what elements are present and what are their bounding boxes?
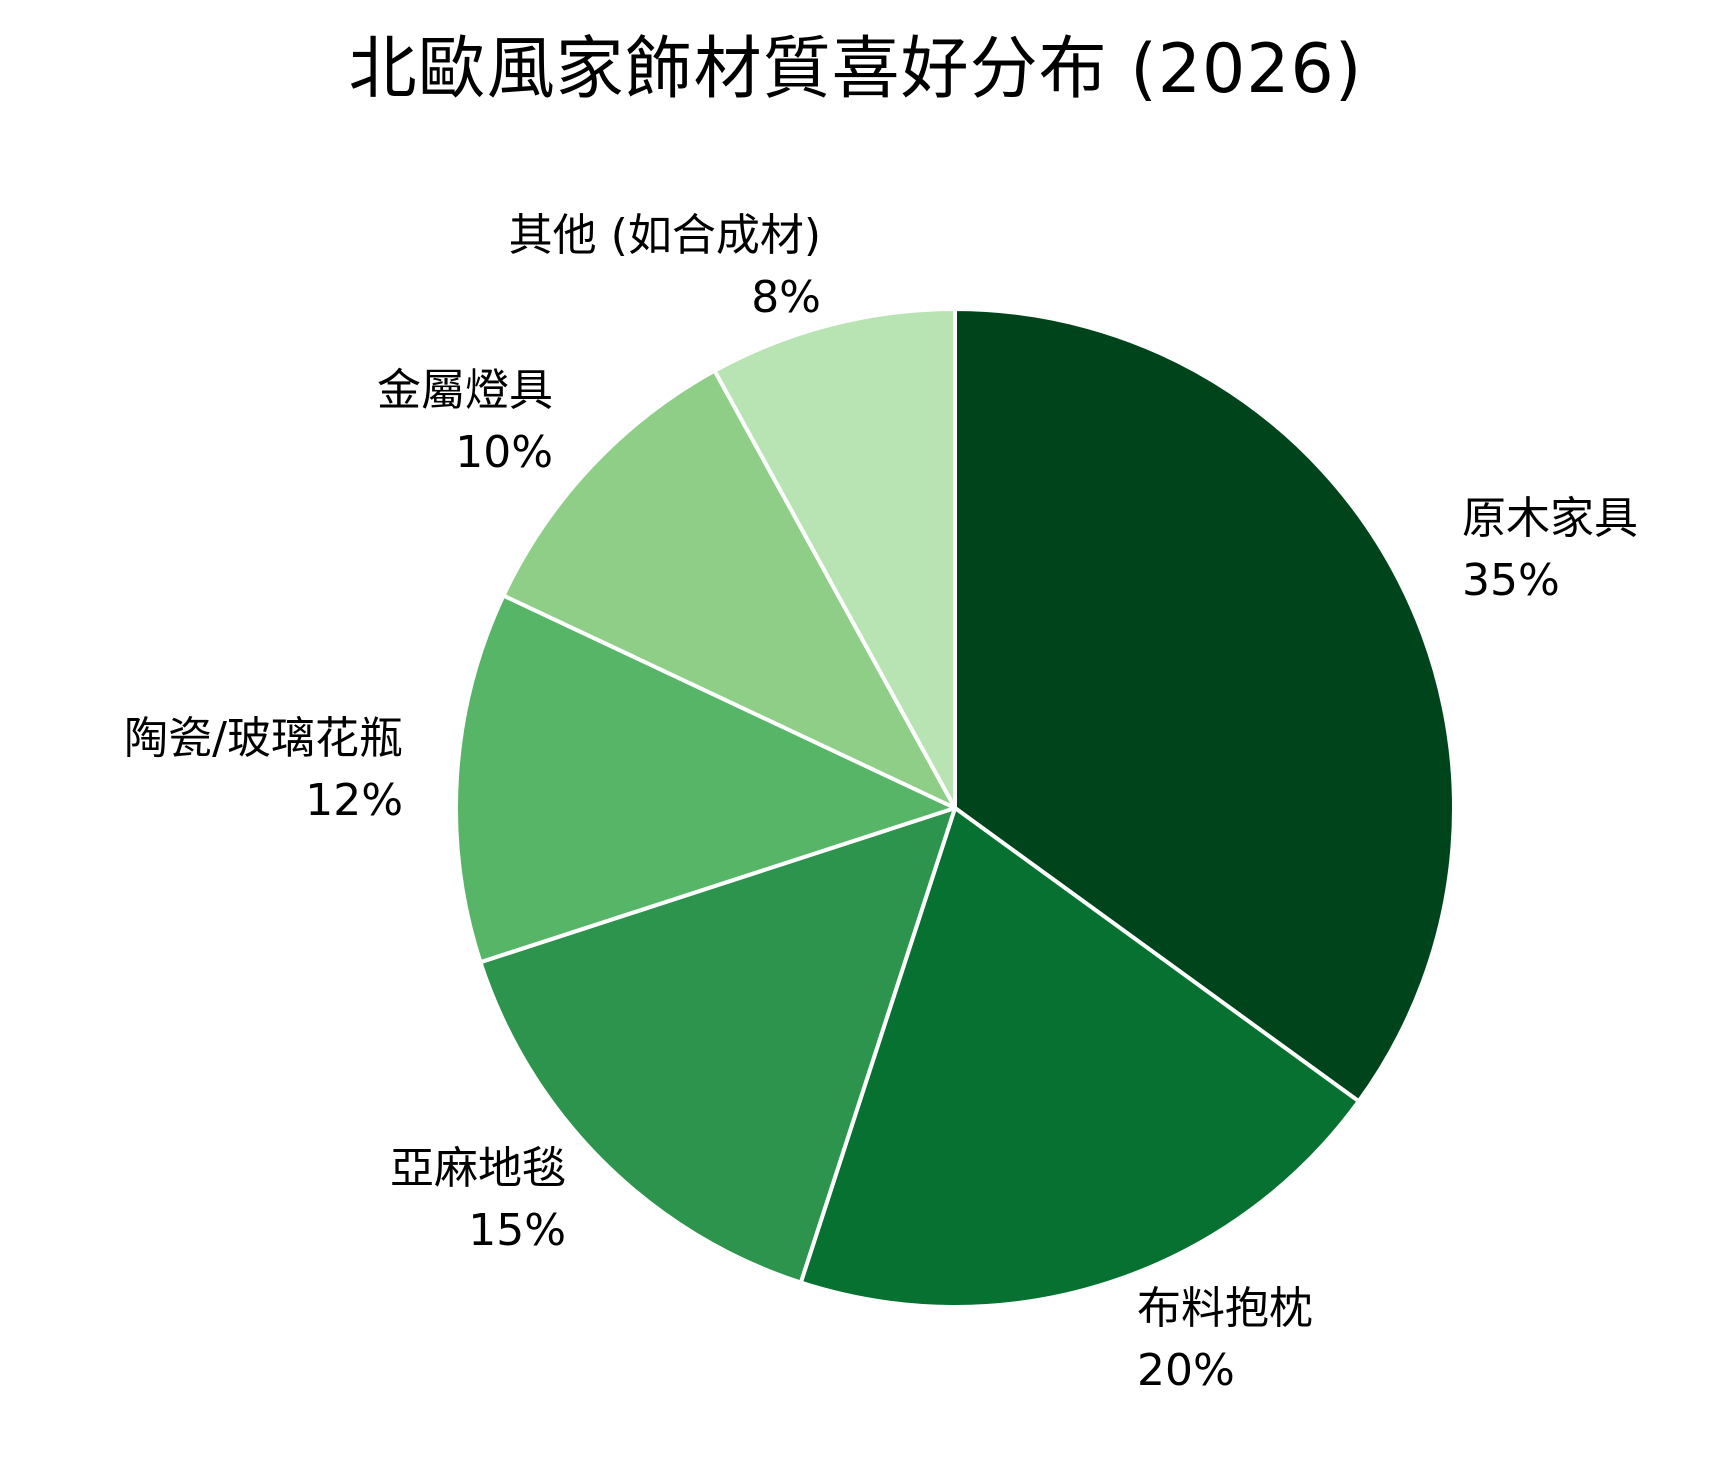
label-percent: 35% <box>1462 555 1560 606</box>
pie-slice <box>501 368 957 810</box>
pie-slice <box>712 307 957 810</box>
slice-label-other: 其他 (如合成材) 8% <box>509 205 821 329</box>
label-percent: 10% <box>455 427 553 478</box>
slice-label-wood-furniture: 原木家具 35% <box>1462 488 1638 612</box>
pie-slice <box>478 806 957 1285</box>
pie-slice <box>454 593 957 965</box>
slice-label-ceramic-glass-vase: 陶瓷/玻璃花瓶 12% <box>124 708 403 832</box>
label-name: 原木家具 <box>1462 493 1638 544</box>
label-name: 金屬燈具 <box>377 365 553 416</box>
slice-label-metal-lamps: 金屬燈具 10% <box>377 360 553 484</box>
label-name: 布料抱枕 <box>1137 1283 1313 1334</box>
label-name: 其他 (如合成材) <box>508 210 821 261</box>
slice-label-fabric-pillows: 布料抱枕 20% <box>1137 1278 1313 1402</box>
slice-label-linen-rug: 亞麻地毯 15% <box>390 1138 566 1262</box>
label-percent: 8% <box>751 272 821 323</box>
chart-title: 北歐風家飾材質喜好分布 (2026) <box>348 30 1363 109</box>
label-percent: 15% <box>468 1205 566 1256</box>
label-name: 亞麻地毯 <box>390 1143 566 1194</box>
pie-slice <box>953 307 1456 1104</box>
pie-slice <box>798 806 1361 1309</box>
label-percent: 20% <box>1137 1345 1235 1396</box>
label-name: 陶瓷/玻璃花瓶 <box>124 713 403 764</box>
label-percent: 12% <box>305 775 403 826</box>
